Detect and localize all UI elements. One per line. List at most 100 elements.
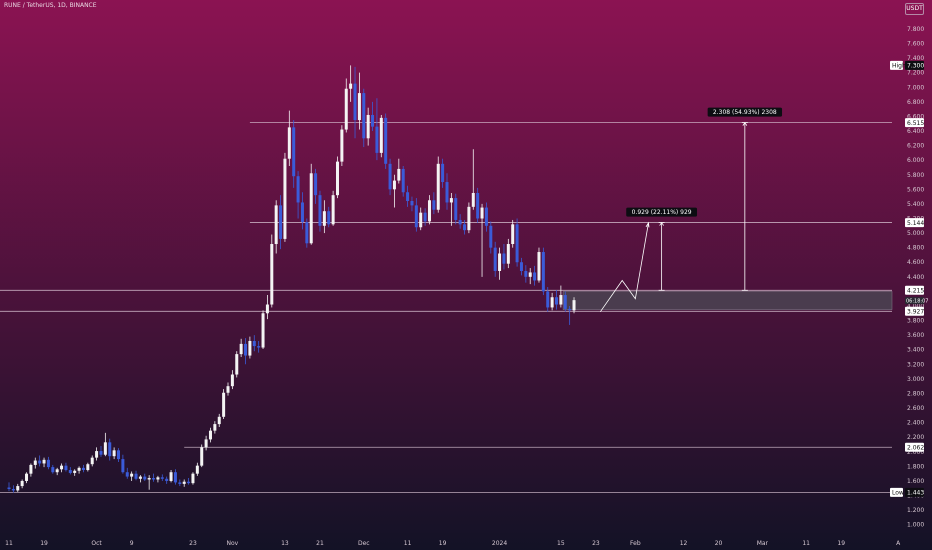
level-price-text: 5.144 <box>907 220 924 227</box>
level-price-tag <box>905 442 924 452</box>
projection-arrowhead <box>645 221 650 228</box>
candle-body <box>55 469 59 473</box>
x-tick-label: 11 <box>802 540 810 547</box>
support-zone <box>562 291 893 310</box>
candle-body <box>178 482 182 484</box>
y-tick-label: 2.400 <box>907 420 924 427</box>
candle-body <box>222 392 226 417</box>
candle-body <box>99 451 103 455</box>
candle-body <box>257 346 261 348</box>
candle-body <box>248 340 252 356</box>
candle-body <box>476 192 480 219</box>
x-tick-label: 15 <box>557 540 565 547</box>
candle-body <box>519 262 523 271</box>
candle-body <box>279 205 283 239</box>
candle-body <box>200 447 204 466</box>
candle-body <box>563 295 567 309</box>
y-tick-label: 6.600 <box>907 113 924 120</box>
y-tick-label: 3.600 <box>907 332 924 339</box>
y-tick-label: 5.800 <box>907 172 924 179</box>
y-tick-label: 1.800 <box>907 463 924 470</box>
y-tick-label: 3.800 <box>907 318 924 325</box>
candle-body <box>265 304 269 314</box>
measure-callout <box>707 107 783 117</box>
candle-body <box>152 478 156 480</box>
y-tick-label: 3.400 <box>907 347 924 354</box>
candle-body <box>458 219 462 225</box>
candle-body <box>327 211 331 225</box>
candle-body <box>81 467 85 471</box>
candle-body <box>366 114 370 139</box>
candle-body <box>103 442 107 455</box>
candle-body <box>427 200 431 222</box>
candle-body <box>187 481 191 484</box>
axis-tag-value: 1.443 <box>907 490 924 497</box>
candle-body <box>331 195 335 225</box>
candle-body <box>261 313 265 348</box>
candle-body <box>375 126 379 153</box>
x-tick-label: 19 <box>837 540 845 547</box>
y-tick-label: 5.400 <box>907 201 924 208</box>
candle-body <box>138 476 142 479</box>
y-tick-label: 4.400 <box>907 274 924 281</box>
candle-body <box>64 465 68 471</box>
countdown-tag <box>905 297 924 305</box>
y-tick-label: 2.600 <box>907 405 924 412</box>
candle-body <box>86 464 90 471</box>
candle-body <box>506 244 510 264</box>
candle-body <box>33 460 37 465</box>
candle-body <box>108 442 112 457</box>
candle-body <box>397 168 401 181</box>
y-tick-label: 5.600 <box>907 186 924 193</box>
candle-body <box>143 476 147 480</box>
x-tick-label: 9 <box>130 540 134 547</box>
candle-body <box>239 343 243 355</box>
candle-body <box>182 481 186 484</box>
currency-button[interactable]: USDT <box>905 3 924 15</box>
candle-body <box>244 343 248 356</box>
x-tick-label: 2024 <box>492 540 507 547</box>
y-tick-label: 4.600 <box>907 259 924 266</box>
candle-body <box>371 114 375 127</box>
measure-arrowhead <box>659 221 664 226</box>
candle-body <box>467 206 471 231</box>
candle-body <box>213 424 217 431</box>
candle-body <box>340 129 344 162</box>
level-price-text: 3.927 <box>907 309 924 316</box>
candle-body <box>134 473 138 479</box>
candle-body <box>292 127 296 177</box>
y-tick-label: 7.000 <box>907 84 924 91</box>
candle-body <box>537 252 541 281</box>
candle-body <box>270 244 274 305</box>
x-tick-label: 21 <box>316 540 324 547</box>
candle-body <box>410 200 414 206</box>
x-tick-label: 13 <box>281 540 289 547</box>
candle-body <box>160 477 164 479</box>
level-price-tag <box>905 118 924 128</box>
level-price-text: 4.215 <box>907 288 924 295</box>
measure-label: 0.929 (22.11%) 929 <box>632 209 692 216</box>
candle-body <box>388 163 392 190</box>
y-tick-label: 1.000 <box>907 522 924 529</box>
candle-body <box>90 457 94 465</box>
candle-body <box>480 207 484 219</box>
candle-body <box>423 212 427 222</box>
axis-tag-value-box <box>905 60 924 70</box>
candle-body <box>77 467 81 471</box>
candle-body <box>25 473 29 481</box>
candle-body <box>42 459 46 464</box>
candle-body <box>29 464 33 474</box>
y-tick-label: 7.400 <box>907 55 924 62</box>
candle-body <box>463 224 467 231</box>
x-tick-label: 12 <box>680 540 688 547</box>
y-tick-label: 4.000 <box>907 303 924 310</box>
candle-body <box>502 253 506 264</box>
candle-body <box>46 459 50 468</box>
y-tick-label: 6.000 <box>907 157 924 164</box>
level-price-tag <box>905 306 924 316</box>
candle-body <box>493 247 497 271</box>
candle-body <box>20 480 24 487</box>
